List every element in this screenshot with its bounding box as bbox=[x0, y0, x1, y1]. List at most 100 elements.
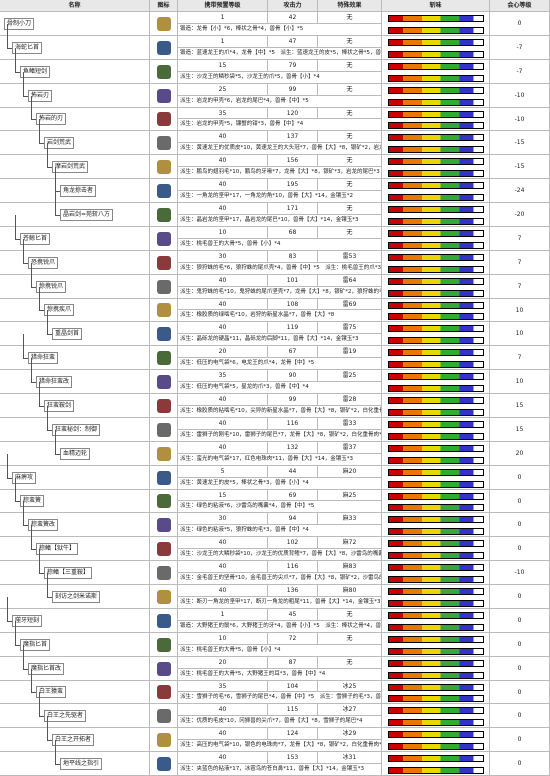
sharpness-cell bbox=[382, 226, 490, 251]
sharpness-bar-plus bbox=[388, 599, 484, 607]
sharpness-cell bbox=[382, 680, 490, 705]
affinity: 7 bbox=[490, 274, 550, 299]
level: 40 bbox=[178, 728, 268, 741]
level: 1 bbox=[178, 35, 268, 48]
attack: 87 bbox=[268, 656, 318, 669]
column-header: 图标 bbox=[150, 0, 178, 12]
tree-line bbox=[31, 358, 37, 384]
tree-line bbox=[15, 477, 21, 503]
weapon-name: 棕蛮簧改 bbox=[28, 519, 59, 532]
name-cell bbox=[0, 131, 150, 156]
weapon-name: 白王之开拓者 bbox=[52, 734, 95, 747]
sharpness-bar-plus bbox=[388, 647, 484, 655]
attack: 44 bbox=[268, 465, 318, 478]
weapon-name: 海蛇匕首 bbox=[12, 41, 43, 54]
affinity: 15 bbox=[490, 417, 550, 442]
attack: 68 bbox=[268, 226, 318, 239]
icon-cell bbox=[150, 35, 178, 60]
sharpness-bar-plus bbox=[388, 695, 484, 703]
name-cell bbox=[0, 322, 150, 347]
weapon-icon bbox=[157, 613, 171, 628]
attack: 69 bbox=[268, 489, 318, 502]
attack: 137 bbox=[268, 131, 318, 144]
effect: 无 bbox=[318, 203, 382, 215]
affinity: 0 bbox=[490, 465, 550, 490]
sharpness-bar bbox=[388, 707, 484, 715]
sharpness-bar-plus bbox=[388, 241, 484, 249]
icon-cell bbox=[150, 226, 178, 251]
weapon-name: 惊携疾爪 bbox=[44, 304, 75, 317]
weapon-name: 角龙掠击者 bbox=[60, 185, 97, 198]
weapon-name: 苍鲸匕首 bbox=[20, 232, 51, 245]
affinity: 0 bbox=[490, 704, 550, 729]
level: 40 bbox=[178, 179, 268, 192]
sharpness-bar bbox=[388, 301, 484, 309]
materials: 派生：高压的电气袋*10，银色的电珠肉*7，龙骨【大】*8，银矿*2，白化重骨肉… bbox=[178, 740, 382, 753]
name-cell bbox=[0, 585, 150, 609]
level: 40 bbox=[178, 322, 268, 335]
attack: 171 bbox=[268, 203, 318, 215]
sharpness-bar bbox=[388, 588, 484, 595]
name-cell bbox=[0, 441, 150, 466]
attack: 124 bbox=[268, 728, 318, 741]
tree-line bbox=[55, 429, 61, 455]
affinity: -10 bbox=[490, 83, 550, 108]
weapon-name: 棕鳍【三重鞍】 bbox=[44, 567, 93, 580]
sharpness-cell bbox=[382, 465, 490, 490]
icon-cell bbox=[150, 632, 178, 657]
name-cell bbox=[0, 35, 150, 60]
effect: 无 bbox=[318, 35, 382, 48]
affinity: 0 bbox=[490, 513, 550, 538]
sharpness-cell bbox=[382, 131, 490, 156]
sharpness-cell bbox=[382, 12, 490, 36]
tree-line bbox=[15, 620, 21, 646]
effect: 冰31 bbox=[318, 752, 382, 765]
icon-cell bbox=[150, 728, 178, 753]
sharpness-bar-plus bbox=[388, 265, 484, 273]
level: 35 bbox=[178, 107, 268, 120]
level: 40 bbox=[178, 394, 268, 406]
sharpness-bar-plus bbox=[388, 743, 484, 751]
affinity: 0 bbox=[490, 537, 550, 562]
materials: 派生：橡胶质的绿啮毛*10，岩狩的新星水晶*7，兽骨【大】*8 bbox=[178, 310, 382, 323]
attack: 108 bbox=[268, 298, 318, 311]
affinity: 7 bbox=[490, 346, 550, 371]
sharpness-bar-plus bbox=[388, 623, 484, 631]
materials: 派生：断刃一角龙的坚甲*17，断刃一角龙的粗尾*11，兽骨【大】*14，金镶玉*… bbox=[178, 596, 382, 609]
affinity: 0 bbox=[490, 752, 550, 776]
name-cell bbox=[0, 59, 150, 84]
effect: 雷64 bbox=[318, 274, 382, 287]
effect: 雷37 bbox=[318, 441, 382, 454]
level: 1 bbox=[178, 12, 268, 24]
sharpness-bar-plus bbox=[388, 504, 484, 512]
effect: 麻25 bbox=[318, 489, 382, 502]
affinity: 15 bbox=[490, 394, 550, 418]
icon-cell bbox=[150, 203, 178, 227]
affinity: -7 bbox=[490, 35, 550, 60]
sharpness-bar-plus bbox=[388, 98, 484, 106]
affinity: 7 bbox=[490, 226, 550, 251]
level: 35 bbox=[178, 680, 268, 693]
sharpness-bar-plus bbox=[388, 576, 484, 584]
sharpness-bar bbox=[388, 492, 484, 500]
sharpness-bar-plus bbox=[388, 289, 484, 297]
column-header: 斩味 bbox=[382, 0, 490, 12]
weapon-name: 摩岩剑荒武 bbox=[52, 161, 89, 174]
tree-line bbox=[23, 334, 29, 360]
effect: 雷53 bbox=[318, 250, 382, 263]
materials: 派生：蛮光的电气袋*17，红色电珠肉*11，兽骨【大】*14，金镶玉*3 bbox=[178, 453, 382, 466]
materials: 派生：橡胶质的粘啮毛*10，尖异的新星水晶*7，兽骨【大】*8，银矿*2，白化重… bbox=[178, 405, 382, 418]
sharpness-bar bbox=[388, 277, 484, 285]
tree-line bbox=[31, 668, 37, 694]
weapon-icon bbox=[157, 303, 171, 318]
icon-cell bbox=[150, 465, 178, 490]
tree-line bbox=[7, 23, 13, 49]
sharpness-bar-plus bbox=[388, 767, 484, 775]
attack: 115 bbox=[268, 704, 318, 717]
weapon-icon bbox=[157, 160, 171, 175]
effect: 雷28 bbox=[318, 394, 382, 406]
materials: 派生：绿色的粘液*6，沙雷鸟的嘴囊*4，兽骨【中】*5 bbox=[178, 501, 382, 514]
name-cell bbox=[0, 394, 150, 418]
level: 5 bbox=[178, 465, 268, 478]
weapon-icon bbox=[157, 661, 171, 676]
